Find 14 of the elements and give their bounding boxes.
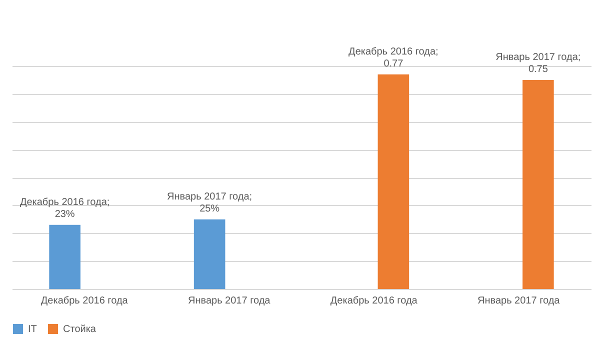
x-tick-label: Январь 2017 года — [188, 296, 271, 306]
bar — [378, 74, 410, 289]
data-label: Декабрь 2016 года; 0.77 — [348, 46, 438, 70]
x-tick-label: Декабрь 2016 года — [330, 296, 418, 306]
legend-label: IT — [28, 324, 37, 335]
bar — [194, 219, 226, 289]
data-label: Январь 2017 года; 0.75 — [496, 52, 581, 75]
x-tick-label: Декабрь 2016 года — [40, 296, 128, 306]
data-label: Январь 2017 года; 25% — [167, 191, 252, 214]
bar — [49, 224, 80, 289]
data-label: Декабрь 2016 года; 23% — [20, 196, 110, 220]
x-tick-label: Январь 2017 года — [478, 296, 560, 306]
bar — [522, 80, 554, 289]
legend-label: Стойка — [63, 324, 96, 335]
